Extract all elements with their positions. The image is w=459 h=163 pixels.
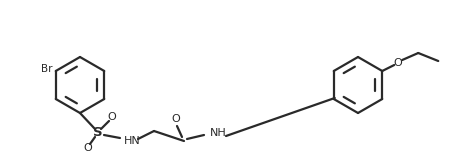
Text: S: S — [93, 126, 103, 140]
Text: NH: NH — [210, 128, 226, 138]
Text: O: O — [84, 143, 92, 153]
Text: O: O — [171, 114, 180, 124]
Text: O: O — [393, 58, 402, 68]
Text: O: O — [107, 112, 116, 122]
Text: Br: Br — [41, 64, 53, 74]
Text: HN: HN — [124, 136, 140, 146]
